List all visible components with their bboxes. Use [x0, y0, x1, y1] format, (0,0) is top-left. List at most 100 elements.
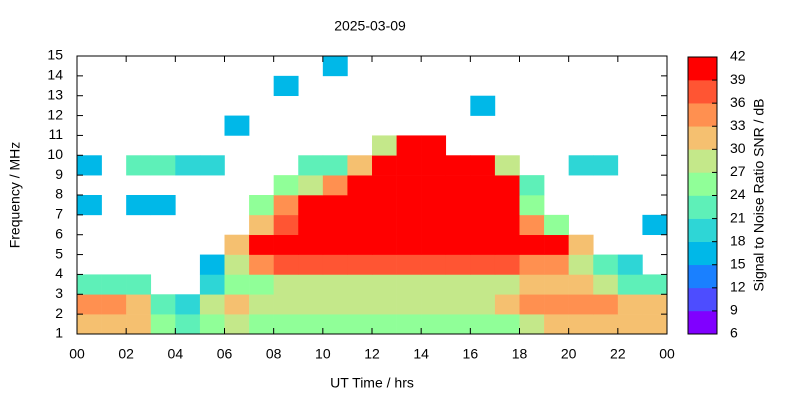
colorbar-band — [688, 310, 717, 335]
heat-cell — [199, 274, 225, 295]
heat-cell — [396, 175, 422, 196]
heat-cell — [372, 195, 397, 216]
heat-cell — [199, 314, 225, 335]
heat-cell — [347, 175, 373, 196]
heat-cell — [298, 175, 324, 196]
heat-cell — [347, 314, 373, 335]
heat-cell — [470, 234, 496, 255]
x-tick-label: 08 — [266, 346, 282, 362]
heat-cell — [568, 155, 594, 176]
heat-cell — [150, 155, 176, 176]
heat-cell — [273, 175, 299, 196]
heat-cell — [421, 234, 447, 255]
heat-cell — [273, 274, 299, 295]
heat-cell — [642, 314, 668, 335]
heat-cell — [421, 135, 447, 156]
heat-cell — [175, 155, 201, 176]
heat-cell — [396, 195, 422, 216]
heat-cell — [642, 214, 668, 236]
x-tick-label: 12 — [364, 346, 380, 362]
heat-cell — [494, 314, 520, 335]
colorbar-tick-label: 36 — [730, 94, 746, 110]
colorbar-tick-label: 30 — [730, 140, 746, 156]
heat-cell — [494, 234, 520, 255]
y-tick-label: 6 — [55, 225, 63, 241]
colorbar-tick-label: 6 — [730, 325, 738, 341]
heat-cell — [150, 294, 176, 315]
y-tick-label: 14 — [47, 67, 63, 83]
heat-cell — [199, 155, 225, 176]
heat-cell — [249, 214, 274, 236]
heat-cell — [322, 234, 348, 255]
heat-cell — [617, 294, 643, 315]
y-tick-label: 12 — [47, 106, 63, 122]
y-tick-label: 3 — [55, 285, 63, 301]
heat-cell — [445, 294, 471, 315]
heat-cell — [593, 314, 619, 335]
colorbar-tick-label: 9 — [730, 302, 738, 318]
heat-cell — [101, 274, 127, 295]
heat-cell — [77, 294, 102, 315]
heat-cell — [372, 234, 397, 255]
heat-cell — [445, 155, 471, 176]
heat-cell — [421, 314, 447, 335]
colorbar-band — [688, 149, 717, 173]
y-tick-label: 11 — [48, 126, 63, 142]
heat-cell — [298, 294, 324, 315]
colorbar-band — [688, 287, 717, 312]
y-tick-label: 10 — [47, 146, 63, 162]
heat-cell — [347, 214, 373, 236]
colorbar-label: Signal to Noise Ratio SNR / dB — [751, 99, 767, 292]
heat-cell — [249, 314, 274, 335]
heat-cell — [273, 214, 299, 236]
heat-cell — [396, 214, 422, 236]
colorbar-tick-label: 24 — [730, 186, 746, 202]
heat-cell — [396, 135, 422, 156]
heat-cell — [372, 135, 397, 156]
colorbar-band — [688, 264, 717, 289]
heat-cell — [519, 214, 545, 236]
heat-cell — [322, 175, 348, 196]
heat-cell — [249, 294, 274, 315]
heat-cell — [347, 195, 373, 216]
heat-cell — [224, 254, 250, 275]
heat-cell — [445, 254, 471, 275]
heat-cell — [126, 274, 152, 295]
heat-cell — [494, 294, 520, 315]
heat-cell — [519, 274, 545, 295]
heat-cell — [642, 274, 668, 295]
heat-cell — [126, 195, 152, 216]
x-axis-label: UT Time / hrs — [330, 375, 414, 391]
heat-cell — [494, 175, 520, 196]
x-tick-label: 06 — [217, 346, 233, 362]
heat-cell — [470, 214, 496, 236]
heat-cell — [249, 234, 274, 255]
heat-cell — [273, 75, 299, 97]
x-tick-label: 02 — [118, 346, 134, 362]
x-tick-label: 16 — [463, 346, 479, 362]
x-tick-label: 00 — [659, 346, 675, 362]
colorbar-band — [688, 241, 717, 266]
heat-cell — [445, 175, 471, 196]
y-tick-label: 4 — [55, 265, 63, 281]
heat-cell — [298, 195, 324, 216]
heat-cell — [519, 175, 545, 196]
x-tick-label: 04 — [168, 346, 184, 362]
y-tick-label: 5 — [55, 245, 63, 261]
heat-cell — [544, 314, 569, 335]
heat-cell — [199, 294, 225, 315]
heat-cell — [445, 274, 471, 295]
heat-cell — [322, 56, 348, 77]
heat-cell — [322, 294, 348, 315]
heat-cell — [224, 294, 250, 315]
heat-cell — [421, 195, 447, 216]
heat-cell — [544, 274, 569, 295]
heat-cell — [445, 314, 471, 335]
heat-cell — [322, 214, 348, 236]
heat-cell — [494, 214, 520, 236]
heat-cell — [470, 294, 496, 315]
heat-cell — [298, 214, 324, 236]
heat-cell — [396, 274, 422, 295]
heat-cell — [568, 234, 594, 255]
